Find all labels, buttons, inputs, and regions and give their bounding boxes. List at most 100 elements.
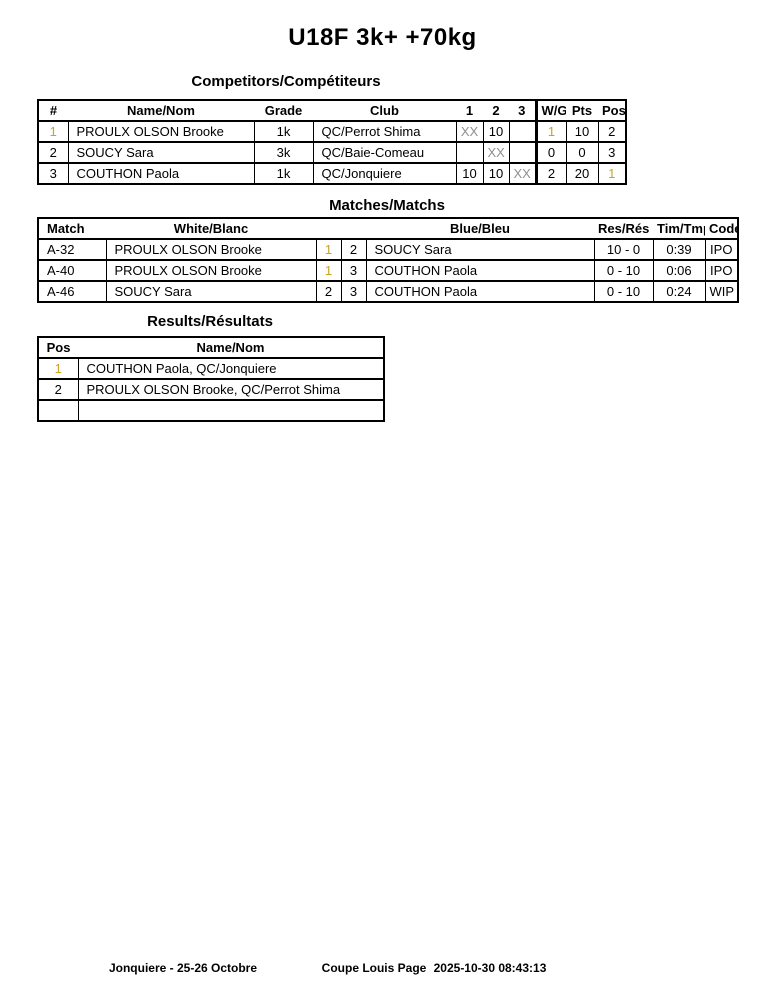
results-section-title: Results/Résultats: [147, 313, 273, 330]
blue-competitor-number: 3: [340, 259, 367, 282]
result-row: 1 COUTHON Paola, QC/Jonquiere: [37, 357, 385, 380]
points-total: 10: [565, 120, 599, 143]
white-competitor-name: PROULX OLSON Brooke: [105, 238, 317, 261]
match-id: A-40: [37, 259, 107, 282]
page-title: U18F 3k+ +70kg: [288, 24, 477, 51]
match-result: 0 - 10: [593, 280, 654, 303]
competitor-number: 2: [37, 141, 69, 164]
result-row: 2 PROULX OLSON Brooke, QC/Perrot Shima: [37, 378, 385, 401]
round3-score: [508, 141, 537, 164]
wins-count: 1: [534, 120, 567, 143]
round2-score: XX: [482, 141, 510, 164]
col-header-wins: W/G: [534, 99, 566, 122]
competitor-grade: 3k: [253, 141, 314, 164]
col-header-round1: 1: [456, 99, 483, 122]
competitor-name: SOUCY Sara: [67, 141, 255, 164]
match-code: WIP: [704, 280, 739, 303]
col-header-code: Code: [705, 217, 738, 240]
competitor-name: COUTHON Paola: [67, 162, 255, 185]
result-name: COUTHON Paola, QC/Jonquiere: [77, 357, 385, 380]
final-position: 2: [597, 120, 627, 143]
match-row: A-40 PROULX OLSON Brooke 1 3 COUTHON Pao…: [37, 259, 739, 282]
competitors-table: # Name/Nom Grade Club 1 2 3 W/G Pts Pos …: [37, 99, 627, 185]
round3-score: [508, 120, 537, 143]
footer-event-name: Coupe Louis Page: [321, 961, 427, 975]
competitor-number: 1: [37, 120, 69, 143]
col-header-white-num: [316, 217, 341, 240]
blue-competitor-number: 2: [340, 238, 367, 261]
blue-competitor-name: COUTHON Paola: [365, 280, 595, 303]
matches-header-row: Match White/Blanc Blue/Bleu Res/Rés Tim/…: [38, 217, 738, 240]
final-position: 3: [597, 141, 627, 164]
col-header-number: #: [38, 99, 68, 122]
match-id: A-32: [37, 238, 107, 261]
results-header-row: Pos Name/Nom: [38, 336, 384, 359]
match-row: A-46 SOUCY Sara 2 3 COUTHON Paola 0 - 10…: [37, 280, 739, 303]
match-id: A-46: [37, 280, 107, 303]
wins-count: 0: [534, 141, 567, 164]
result-position: [37, 399, 79, 422]
blue-competitor-name: SOUCY Sara: [365, 238, 595, 261]
competitor-number: 3: [37, 162, 69, 185]
round1-score: [455, 141, 484, 164]
white-competitor-name: PROULX OLSON Brooke: [105, 259, 317, 282]
competitor-club: QC/Baie-Comeau: [312, 141, 457, 164]
col-header-white: White/Blanc: [106, 217, 316, 240]
match-row: A-32 PROULX OLSON Brooke 1 2 SOUCY Sara …: [37, 238, 739, 261]
page-footer: Jonquiere - 25-26 Octobre Coupe Louis Pa…: [0, 961, 765, 981]
match-result: 0 - 10: [593, 259, 654, 282]
competitor-row: 1 PROULX OLSON Brooke 1k QC/Perrot Shima…: [37, 120, 627, 143]
competitor-grade: 1k: [253, 162, 314, 185]
round1-score: XX: [455, 120, 484, 143]
match-time: 0:39: [652, 238, 706, 261]
matches-table: Match White/Blanc Blue/Bleu Res/Rés Tim/…: [37, 217, 739, 303]
col-header-club: Club: [313, 99, 456, 122]
col-header-position: Pos: [598, 99, 626, 122]
match-code: IPO: [704, 259, 739, 282]
competitor-row: 3 COUTHON Paola 1k QC/Jonquiere 10 10 XX…: [37, 162, 627, 185]
col-header-grade: Grade: [254, 99, 313, 122]
round3-score: XX: [508, 162, 537, 185]
round1-score: 10: [455, 162, 484, 185]
competitors-header-row: # Name/Nom Grade Club 1 2 3 W/G Pts Pos: [38, 99, 626, 122]
round2-score: 10: [482, 162, 510, 185]
footer-print-timestamp: 2025-10-30 08:43:13: [433, 961, 547, 975]
col-header-result: Res/Rés: [594, 217, 653, 240]
match-time: 0:06: [652, 259, 706, 282]
competitor-club: QC/Jonquiere: [312, 162, 457, 185]
results-table: Pos Name/Nom 1 COUTHON Paola, QC/Jonquie…: [37, 336, 385, 422]
col-header-position: Pos: [38, 336, 78, 359]
round2-score: 10: [482, 120, 510, 143]
result-position: 2: [37, 378, 79, 401]
final-position: 1: [597, 162, 627, 185]
blue-competitor-number: 3: [340, 280, 367, 303]
result-name: PROULX OLSON Brooke, QC/Perrot Shima: [77, 378, 385, 401]
col-header-round2: 2: [483, 99, 509, 122]
result-position: 1: [37, 357, 79, 380]
competitor-row: 2 SOUCY Sara 3k QC/Baie-Comeau XX 0 0 3: [37, 141, 627, 164]
result-row: [37, 399, 385, 422]
competitors-section-title: Competitors/Compétiteurs: [191, 73, 381, 90]
result-name: [77, 399, 385, 422]
blue-competitor-name: COUTHON Paola: [365, 259, 595, 282]
col-header-name: Name/Nom: [78, 336, 384, 359]
col-header-blue: Blue/Bleu: [366, 217, 594, 240]
col-header-name: Name/Nom: [68, 99, 254, 122]
points-total: 20: [565, 162, 599, 185]
col-header-match: Match: [38, 217, 106, 240]
footer-location-date: Jonquiere - 25-26 Octobre: [108, 961, 258, 975]
competitor-name: PROULX OLSON Brooke: [67, 120, 255, 143]
white-competitor-name: SOUCY Sara: [105, 280, 317, 303]
matches-section-title: Matches/Matchs: [329, 197, 445, 214]
white-competitor-number: 1: [315, 238, 342, 261]
col-header-round3: 3: [509, 99, 536, 122]
white-competitor-number: 2: [315, 280, 342, 303]
match-code: IPO: [704, 238, 739, 261]
competitor-club: QC/Perrot Shima: [312, 120, 457, 143]
match-result: 10 - 0: [593, 238, 654, 261]
col-header-points: Pts: [566, 99, 598, 122]
points-total: 0: [565, 141, 599, 164]
col-header-blue-num: [341, 217, 366, 240]
col-header-time: Tim/Tmp: [653, 217, 705, 240]
